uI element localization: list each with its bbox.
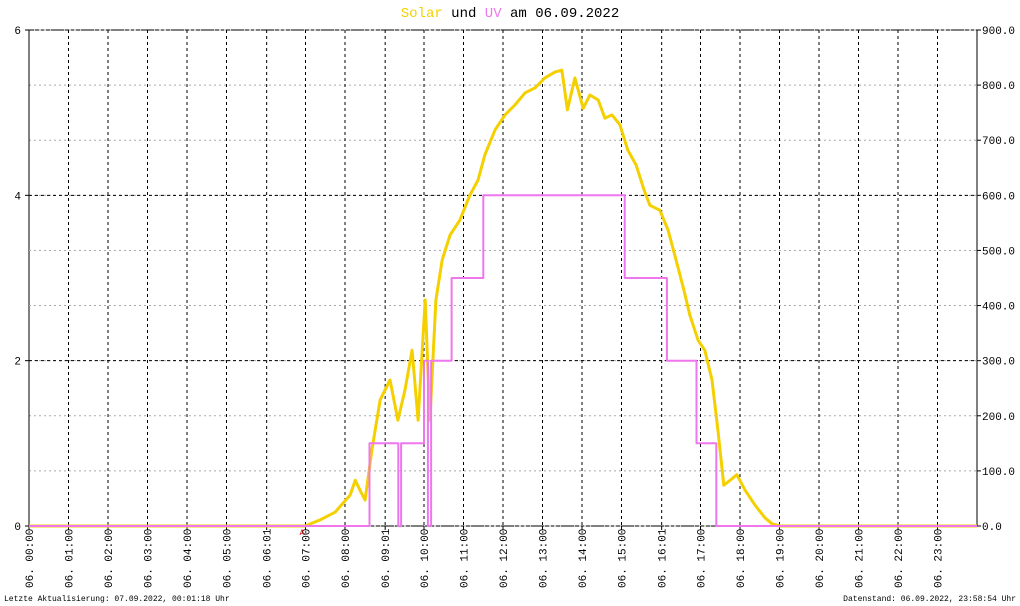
y2-tick-label: 0.0 [982,522,1002,534]
x-tick-label: 06. 11:00 [460,529,472,588]
footer-right: Datenstand: 06.09.2022, 23:58:54 Uhr [843,595,1016,604]
x-tick-label: 06. 13:00 [539,529,551,588]
title-und: und [451,6,476,22]
title-uv: UV [485,6,502,22]
x-tick-label: 06. 18:00 [736,529,748,588]
y-tick-label: 6 [14,26,21,38]
y2-tick-label: 800.0 [982,81,1015,93]
x-tick-label: 06. 22:00 [894,529,906,588]
x-tick-label: 06. 08:00 [341,529,353,588]
x-tick-label: 06. 01:00 [65,529,77,588]
x-tick-label: 06. 03:00 [144,529,156,588]
series-line [29,68,977,528]
x-tick-label: 06. 20:00 [815,529,827,588]
y2-tick-label: 400.0 [982,302,1015,314]
y-tick-label: 2 [14,357,21,369]
y2-tick-label: 900.0 [982,26,1015,38]
x-tick-label: 06. 00:00 [25,529,37,588]
x-tick-label: 06. 10:00 [420,529,432,588]
y2-tick-label: 600.0 [982,191,1015,203]
title-solar: Solar [401,6,443,22]
y-tick-label: 0 [14,522,21,534]
footer-left: Letzte Aktualisierung: 07.09.2022, 00:01… [4,595,230,604]
x-tick-label: 06. 09:01 [381,528,393,588]
y2-tick-label: 300.0 [982,357,1015,369]
x-tick-label: 06. 02:00 [104,529,116,588]
x-tick-label: 06. 23:00 [934,529,946,588]
x-tick-label: 06. 15:00 [618,529,630,588]
x-tick-label: 06. 19:00 [776,529,788,588]
y2-tick-label: 500.0 [982,246,1015,258]
chart-title: Solar und UV am 06.09.2022 [401,6,619,22]
x-tick-label: 06. 04:00 [183,529,195,588]
x-tick-label: 06. 17:00 [697,529,709,588]
x-tick-label: 06. 07:00 [302,529,314,588]
x-tick-label: 06. 06:01 [263,528,275,588]
series-line [29,194,977,527]
annotation: A [300,529,305,538]
y2-tick-label: 100.0 [982,467,1015,479]
x-tick-label: 06. 05:00 [223,529,235,588]
y2-tick-label: 700.0 [982,136,1015,148]
x-tick-label: 06. 16:01 [658,528,670,588]
title-date: am 06.09.2022 [510,6,619,22]
x-tick-label: 06. 12:00 [499,529,511,588]
y-tick-label: 4 [14,191,21,203]
x-tick-label: 06. 21:00 [855,529,867,588]
x-tick-label: 06. 14:00 [578,529,590,588]
y2-tick-label: 200.0 [982,412,1015,424]
